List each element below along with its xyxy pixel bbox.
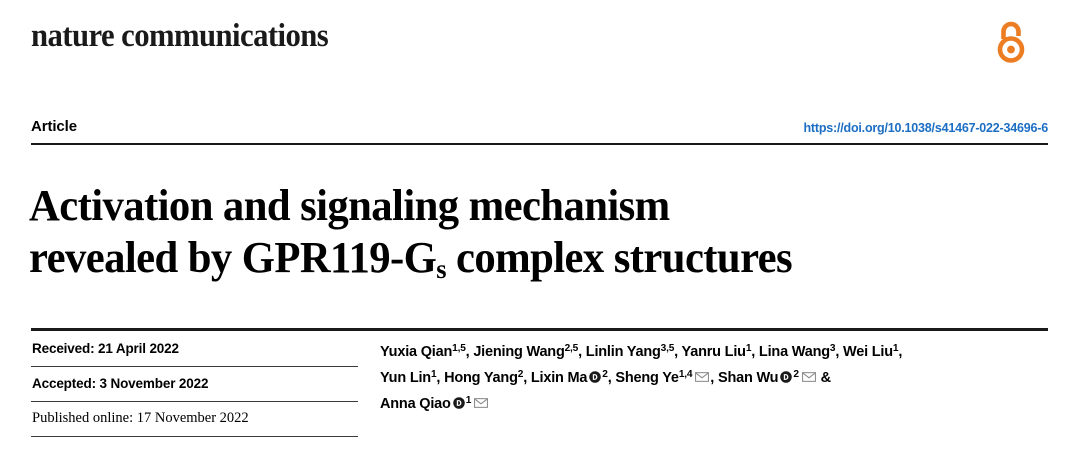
author-name: Jiening Wang — [473, 344, 565, 360]
title-line-2: revealed by GPR119-Gs complex structures — [29, 232, 1018, 289]
title-line-2-part-2: complex structures — [445, 233, 793, 283]
corresponding-author-envelope-icon[interactable] — [695, 366, 710, 382]
author-separator: , — [710, 370, 718, 386]
affiliation-superscript: 1,5 — [452, 343, 466, 355]
affiliation-superscript: 1 — [892, 343, 899, 355]
author-name: Sheng Ye — [615, 370, 679, 386]
doi-link[interactable]: https://doi.org/10.1038/s41467-022-34696… — [803, 121, 1048, 135]
date-accepted: Accepted: 3 November 2022 — [31, 367, 358, 402]
date-received-text: Received: 21 April 2022 — [32, 341, 179, 356]
author-list: Yuxia Qian1,5, Jiening Wang2,5, Linlin Y… — [380, 340, 1048, 418]
title-line-1: Activation and signaling mechanism — [29, 181, 670, 231]
author-name: Hong Yang — [444, 370, 518, 386]
author-separator: , — [523, 370, 531, 386]
author-separator: , — [607, 370, 616, 386]
orcid-icon[interactable] — [589, 367, 602, 383]
author-separator: & — [816, 370, 831, 386]
affiliation-superscript: 3 — [829, 343, 836, 355]
corresponding-author-envelope-icon[interactable] — [801, 366, 816, 382]
header-divider — [31, 143, 1048, 145]
author-separator: , — [578, 344, 586, 360]
title-subscript-s: s — [436, 254, 446, 285]
affiliation-superscript: 1 — [465, 395, 472, 407]
publication-dates: Received: 21 April 2022 Accepted: 3 Nove… — [31, 332, 358, 437]
author-name: Yuxia Qian — [380, 344, 453, 360]
author-name: Wei Liu — [843, 344, 893, 360]
meta-divider — [31, 328, 1048, 331]
author-line-3: Anna Qiao 1 — [380, 392, 1048, 418]
affiliation-superscript: 2 — [793, 369, 799, 381]
journal-masthead: nature communications — [31, 16, 1031, 64]
orcid-icon[interactable] — [452, 393, 465, 409]
author-name: Anna Qiao — [380, 396, 451, 412]
author-name: Lina Wang — [758, 344, 830, 360]
author-name: Yun Lin — [380, 370, 431, 386]
article-type-label: Article — [31, 118, 77, 135]
orcid-icon[interactable] — [780, 367, 793, 383]
affiliation-superscript: 2 — [602, 369, 608, 381]
author-line-1: Yuxia Qian1,5, Jiening Wang2,5, Linlin Y… — [380, 340, 1048, 366]
author-separator: , — [674, 344, 682, 360]
author-name: Lixin Ma — [530, 370, 588, 386]
kicker-row: Article https://doi.org/10.1038/s41467-0… — [31, 118, 1048, 142]
date-accepted-text: Accepted: 3 November 2022 — [32, 376, 209, 391]
affiliation-superscript: 1,4 — [678, 369, 693, 381]
affiliation-superscript: 3,5 — [660, 343, 675, 355]
affiliation-superscript: 1 — [745, 343, 752, 355]
page-title: Activation and signaling mechanism revea… — [29, 180, 1049, 289]
affiliation-superscript: 2,5 — [564, 343, 579, 355]
title-line-2-part-1: revealed by GPR119-G — [29, 233, 437, 283]
author-separator: , — [898, 344, 903, 360]
author-separator: , — [751, 344, 759, 360]
journal-title: nature communications — [31, 18, 329, 54]
date-received: Received: 21 April 2022 — [31, 332, 358, 367]
open-access-lock-icon — [991, 18, 1031, 66]
affiliation-superscript: 1 — [430, 369, 437, 381]
author-name: Shan Wu — [717, 370, 779, 386]
author-name: Linlin Yang — [585, 344, 661, 360]
date-published-online-text: Published online: 17 November 2022 — [32, 410, 249, 426]
corresponding-author-envelope-icon[interactable] — [474, 392, 489, 408]
author-separator: , — [436, 370, 445, 386]
date-published-online: Published online: 17 November 2022 — [31, 402, 358, 437]
affiliation-superscript: 2 — [517, 369, 524, 381]
author-separator: , — [465, 344, 474, 360]
author-name: Yanru Liu — [681, 344, 746, 360]
author-separator: , — [835, 344, 843, 360]
author-line-2: Yun Lin1, Hong Yang2, Lixin Ma 2, Sheng Y… — [380, 366, 1048, 392]
